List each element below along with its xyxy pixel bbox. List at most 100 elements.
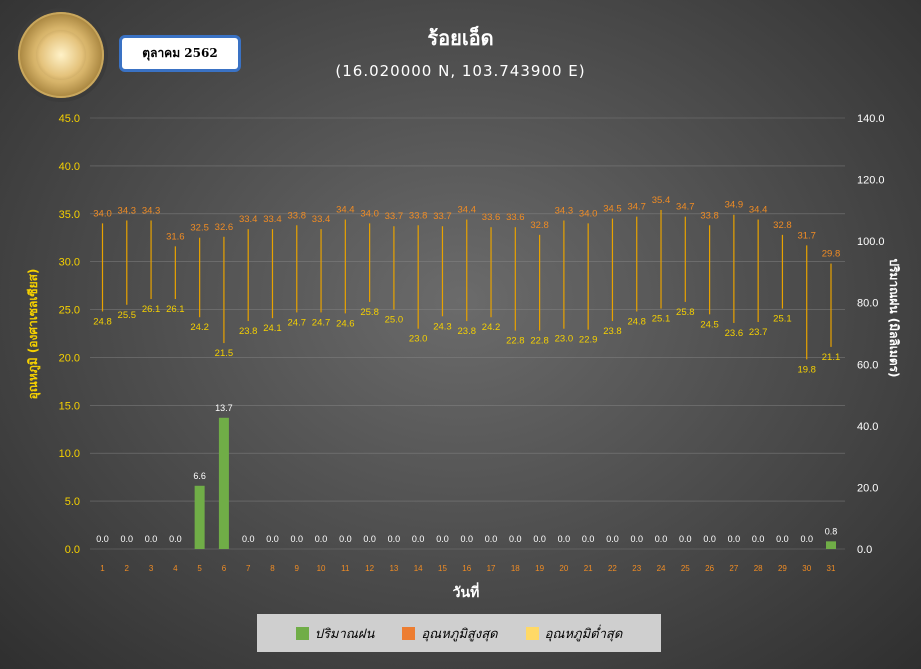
min-temp-label: 25.1: [773, 314, 792, 325]
y-left-tick-label: 30.0: [59, 257, 80, 269]
min-temp-label: 23.8: [239, 326, 258, 337]
y-left-tick-label: 0.0: [65, 544, 80, 556]
max-temp-label: 34.7: [627, 202, 646, 213]
min-temp-label: 26.1: [166, 304, 185, 315]
y-right-tick-label: 0.0: [857, 544, 872, 556]
x-tick-label: 14: [414, 564, 423, 573]
min-temp-label: 19.8: [797, 364, 816, 375]
x-tick-label: 27: [729, 564, 738, 573]
max-temp-label: 34.5: [603, 204, 622, 215]
x-tick-label: 11: [341, 564, 350, 573]
max-temp-label: 34.7: [676, 202, 695, 213]
x-tick-label: 22: [608, 564, 617, 573]
max-temp-label: 33.8: [700, 210, 719, 221]
legend-tmin-label: อุณหภูมิต่ำสุด: [544, 626, 623, 642]
max-temp-label: 34.4: [458, 205, 477, 216]
rain-value-label: 0.0: [388, 534, 401, 544]
max-temp-label: 33.6: [482, 212, 501, 223]
rain-value-label: 0.0: [315, 534, 328, 544]
rain-value-label: 0.0: [728, 534, 741, 544]
x-tick-label: 29: [778, 564, 787, 573]
max-temp-label: 33.4: [239, 214, 258, 225]
y-right-tick-label: 140.0: [857, 113, 885, 125]
y-left-tick-label: 15.0: [59, 400, 80, 412]
rain-value-label: 0.0: [242, 534, 255, 544]
y-right-axis-title: ปริมาณฝน (มิลลิเมตร): [887, 258, 901, 377]
min-temp-label: 23.7: [749, 327, 768, 338]
max-temp-label: 29.8: [822, 249, 841, 260]
max-temp-label: 33.8: [288, 210, 307, 221]
legend-tmax: อุณหภูมิสูงสุด: [402, 623, 498, 644]
max-temp-label: 34.4: [749, 205, 768, 216]
rain-value-label: 0.0: [800, 534, 813, 544]
legend-tmax-swatch: [402, 626, 416, 640]
rain-bar: [826, 541, 836, 549]
rain-value-label: 0.0: [460, 534, 473, 544]
max-temp-label: 34.0: [93, 208, 112, 219]
y-right-tick-label: 100.0: [857, 236, 885, 248]
max-temp-label: 34.3: [555, 205, 574, 216]
x-tick-label: 15: [438, 564, 447, 573]
x-tick-label: 7: [246, 564, 251, 573]
x-tick-label: 23: [632, 564, 641, 573]
x-tick-label: 17: [487, 564, 496, 573]
max-temp-label: 34.4: [336, 205, 355, 216]
y-right-tick-label: 80.0: [857, 298, 878, 310]
legend-tmin-swatch: [525, 626, 539, 640]
min-temp-label: 25.8: [676, 307, 695, 318]
y-right-tick-label: 20.0: [857, 482, 878, 494]
rain-value-label: 13.7: [215, 403, 233, 413]
x-tick-label: 4: [173, 564, 178, 573]
rain-value-label: 0.8: [825, 526, 838, 536]
rain-value-label: 0.0: [776, 534, 789, 544]
x-tick-label: 24: [657, 564, 666, 573]
y-left-tick-label: 20.0: [59, 352, 80, 364]
x-tick-label: 18: [511, 564, 520, 573]
legend-tmin: อุณหภูมิต่ำสุด: [525, 623, 623, 644]
x-tick-label: 13: [389, 564, 398, 573]
min-temp-label: 24.5: [700, 319, 719, 330]
rain-value-label: 0.0: [679, 534, 692, 544]
rain-value-label: 0.0: [145, 534, 158, 544]
legend-rain-swatch: [295, 626, 309, 640]
max-temp-label: 34.3: [118, 205, 137, 216]
x-tick-label: 20: [559, 564, 568, 573]
min-temp-label: 25.5: [118, 310, 137, 321]
max-temp-label: 34.9: [725, 200, 744, 211]
min-temp-label: 24.8: [627, 316, 646, 327]
max-temp-label: 33.6: [506, 212, 525, 223]
max-temp-label: 33.8: [409, 210, 428, 221]
min-temp-label: 21.5: [215, 348, 234, 359]
x-tick-label: 28: [754, 564, 763, 573]
min-temp-label: 24.2: [482, 322, 501, 333]
chart-title: ร้อยเอ็ด: [427, 26, 494, 50]
min-temp-label: 23.0: [555, 334, 574, 345]
min-temp-label: 22.8: [530, 336, 549, 347]
max-temp-label: 32.6: [215, 222, 234, 233]
max-temp-label: 33.4: [263, 214, 282, 225]
x-tick-label: 3: [149, 564, 154, 573]
min-temp-label: 23.8: [458, 326, 477, 337]
min-temp-label: 25.1: [652, 314, 671, 325]
min-temp-label: 24.8: [93, 316, 112, 327]
rain-value-label: 0.0: [363, 534, 376, 544]
rain-bar: [218, 417, 229, 549]
x-tick-label: 9: [295, 564, 300, 573]
x-tick-label: 12: [365, 564, 374, 573]
min-temp-label: 25.0: [385, 315, 404, 326]
min-temp-label: 23.8: [603, 326, 622, 337]
x-tick-label: 25: [681, 564, 690, 573]
max-temp-label: 35.4: [652, 195, 671, 206]
y-left-tick-label: 40.0: [59, 161, 80, 173]
max-temp-label: 34.3: [142, 205, 161, 216]
rain-value-label: 6.6: [193, 471, 206, 481]
x-tick-label: 30: [802, 564, 811, 573]
legend-rain: ปริมาณฝน: [295, 623, 374, 644]
rain-value-label: 0.0: [121, 534, 134, 544]
min-temp-label: 24.2: [190, 322, 209, 333]
min-temp-label: 26.1: [142, 304, 161, 315]
x-tick-label: 8: [270, 564, 275, 573]
coordinates-subtitle: (16.020000 N, 103.743900 E): [335, 62, 586, 80]
x-tick-label: 31: [827, 564, 836, 573]
